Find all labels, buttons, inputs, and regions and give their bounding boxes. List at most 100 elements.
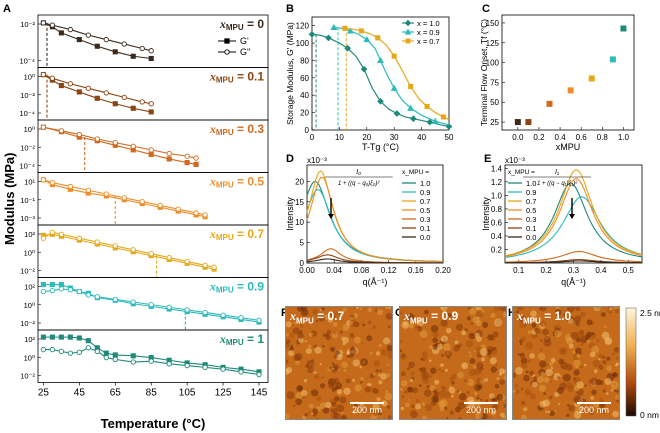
panel-d-xtick-label: 0.16 <box>408 266 424 275</box>
panel-a-point-g-double-prime <box>94 348 100 355</box>
panel-d-formula-num: I₀ <box>356 169 361 176</box>
panel-e-xtick-label: 0.1 <box>513 266 525 275</box>
panel-a-mpu-label: xMPU = 0 <box>219 17 264 32</box>
panel-a-point-g-prime <box>130 53 136 59</box>
panel-a-ytick-label: 10⁻¹ <box>20 196 35 205</box>
panel-a-point-g-double-prime <box>49 22 56 28</box>
panel-letter-f: F <box>281 307 288 319</box>
afm-label: xMPU = 1.0 <box>517 309 572 326</box>
panel-e-xtick-label: 0.5 <box>623 266 635 275</box>
panel-a-point-g-double-prime <box>103 90 109 96</box>
afm-scale-bar: 200 nm <box>577 402 611 415</box>
panel-a-ytick-label: 10⁰ <box>24 301 35 310</box>
panel-e-legend-label: 0.7 <box>526 197 536 206</box>
panel-a-series-g-prime <box>43 284 260 323</box>
panel-a-point-g-double-prime <box>112 296 118 303</box>
panel-c-ytick-label: 150 <box>486 19 500 28</box>
panel-b-legend-marker <box>404 19 412 27</box>
panel-c-xtick-label: 0.6 <box>576 133 588 142</box>
panel-a-point-g-double-prime <box>58 348 65 355</box>
panel-b-point <box>344 44 351 52</box>
panel-b-point <box>375 35 381 41</box>
panel-b-ytick-label: 20 <box>300 109 309 118</box>
panel-a-point-g-prime <box>166 156 172 162</box>
panel-a-point-g-double-prime <box>76 288 82 295</box>
panel-a-ytick-label: 10⁻² <box>20 372 35 381</box>
panel-a-series-g-prime <box>43 126 197 165</box>
panel-c-xtick-label: 0.4 <box>555 133 567 142</box>
panel-a-point-g-prime <box>130 105 136 111</box>
panel-b-legend-label: x = 0.9 <box>417 28 440 37</box>
panel-b-xtick-label: 0 <box>310 133 315 142</box>
panel-c-ytick-label: 75 <box>490 78 499 87</box>
panel-b-point <box>393 110 401 117</box>
panel-a-ytick-label: 10⁻⁴ <box>19 162 35 171</box>
panel-b-point <box>390 84 398 91</box>
panel-a-point-g-double-prime <box>238 369 244 375</box>
panel-a-point-g-double-prime <box>85 345 91 351</box>
panel-a-point-g-double-prime <box>67 26 73 33</box>
panel-letter-b: B <box>286 3 294 15</box>
panel-a-point-g-double-prime <box>184 307 190 313</box>
panel-c-point <box>546 100 553 107</box>
panel-c-xlabel: xMPU <box>556 142 581 152</box>
panel-a-point-g-double-prime <box>67 350 73 356</box>
panel-b-xtick-label: 50 <box>445 133 454 142</box>
panel-a-point-g-double-prime <box>76 131 82 138</box>
panel-e-legend-label: 0.3 <box>526 215 536 224</box>
panel-a-mpu-label: xMPU = 0.9 <box>209 280 264 295</box>
panel-a-point-g-double-prime <box>175 206 181 212</box>
panel-d-xtick-label: 0.20 <box>435 266 451 275</box>
panel-a-ytick-label: 10⁰ <box>24 248 35 257</box>
panel-d-ytick-label: 20 <box>295 177 304 186</box>
panel-b-xtick-label: 20 <box>362 133 371 142</box>
panel-b-point <box>408 83 414 90</box>
panel-b-ytick-label: 80 <box>300 56 309 65</box>
panel-a-point-g-double-prime <box>148 251 154 257</box>
panel-a-point-g-prime <box>148 151 154 157</box>
panel-a-mpu-label: xMPU = 1 <box>219 332 264 347</box>
panel-a-point-g-double-prime <box>130 359 136 365</box>
panel-a-point-g-double-prime <box>211 264 217 270</box>
panel-c-point <box>609 56 616 63</box>
panel-b-point <box>431 117 439 124</box>
panel-d-legend-label: 0.7 <box>420 197 430 206</box>
panel-d-ytick-label: 15 <box>295 198 304 207</box>
panel-c-ylabel: Terminal Flow Onset, Tf (°C) <box>479 19 489 126</box>
panel-a-point-g-double-prime <box>49 346 56 353</box>
panel-a-point-g-double-prime <box>193 210 199 216</box>
panel-a-point-g-double-prime <box>76 349 82 355</box>
panel-b-xtick-label: 30 <box>390 133 399 142</box>
panel-c-xtick-label: 1.0 <box>618 133 630 142</box>
panel-e-formula-den: 1 + ((q − q₁)ξ₁)² <box>537 181 578 187</box>
panel-a-xtick-label: 45 <box>74 388 86 399</box>
panel-c-ytick-label: 100 <box>486 59 500 68</box>
panel-b-point <box>440 114 447 120</box>
panel-d-ytick-label: 5 <box>300 239 305 248</box>
panel-e-series-line <box>504 182 643 258</box>
panel-e-ytick-label: 0.8 <box>491 205 503 214</box>
panel-a-strip-frame <box>37 329 269 383</box>
panel-b-xlabel: T-Tg (°C) <box>362 142 399 152</box>
panel-a-series-g-double-prime <box>43 74 152 105</box>
afm-scale-bar: 200 nm <box>464 402 498 415</box>
panel-a-point-g-double-prime <box>112 139 118 146</box>
panel-e-legend-title: x_MPU = <box>508 169 535 176</box>
panel-a-point-g-double-prime <box>256 371 262 378</box>
panel-c-point <box>588 75 595 82</box>
panel-a-point-g-prime <box>76 335 82 341</box>
panel-a-point-g-double-prime <box>58 128 65 134</box>
panel-d-series-line <box>306 176 443 263</box>
panel-c-ytick-label: 50 <box>490 98 499 107</box>
panel-a-point-g-double-prime <box>121 195 127 201</box>
panel-a-point-g-prime <box>58 30 64 36</box>
panel-letter-a: A <box>3 3 11 15</box>
panel-e-formula-num: I₁ <box>555 169 560 176</box>
panel-a-point-g-double-prime <box>148 358 154 364</box>
panel-a-point-g-prime <box>58 282 64 288</box>
panel-e-series-line <box>504 196 643 258</box>
afm-scale-bar: 200 nm <box>350 402 384 415</box>
panel-a-point-g-double-prime <box>193 155 199 161</box>
panel-b-point <box>346 27 354 34</box>
